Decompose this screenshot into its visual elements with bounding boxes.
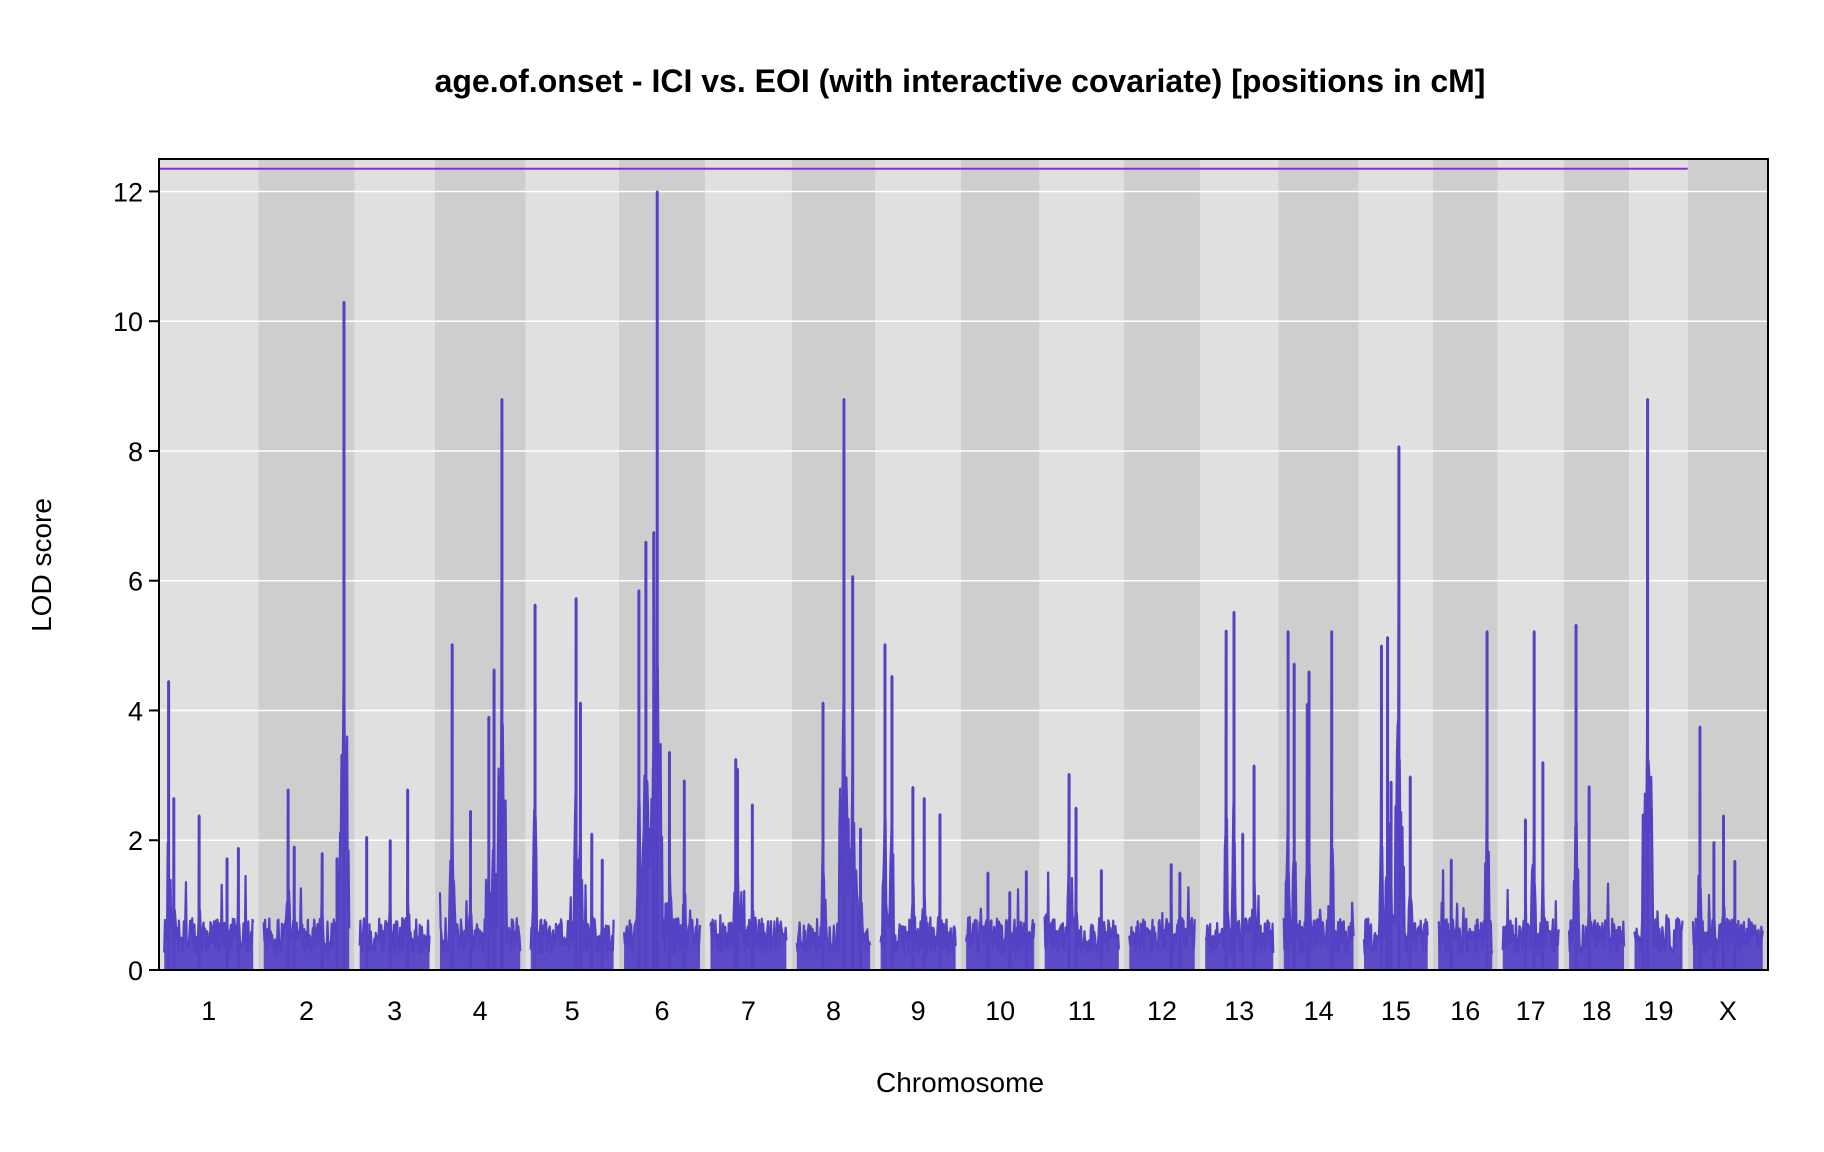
- chromosome-band-14: [1278, 159, 1359, 970]
- x-axis-label: Chromosome: [876, 1067, 1044, 1098]
- chromosome-bands: [159, 159, 1768, 970]
- lod-area-chr11: [1044, 774, 1119, 970]
- lod-trace-chr10: [965, 870, 1036, 955]
- x-tick-label-17: 17: [1516, 996, 1546, 1026]
- plot-frame: [158, 158, 1769, 971]
- x-axis: 1 2 3 4 5 6 7 8 9 10 11 12 13 14 15 16 17 18 19 X: [201, 996, 1737, 1026]
- chromosome-band-17: [1497, 159, 1564, 970]
- x-tick-label-5: 5: [565, 996, 580, 1026]
- chromosome-band-11: [1039, 159, 1125, 970]
- chromosome-band-5: [525, 159, 619, 970]
- lod-trace-chr19: [1633, 397, 1684, 955]
- chromosome-band-2: [258, 159, 355, 970]
- chromosome-band-19: [1629, 159, 1688, 970]
- x-tick-label-19: 19: [1643, 996, 1673, 1026]
- lod-trace-chr7: [709, 758, 788, 955]
- lod-trace-chr17: [1501, 630, 1560, 955]
- chromosome-band-1: [159, 159, 259, 970]
- x-tick-label-15: 15: [1381, 996, 1411, 1026]
- x-tick-label-12: 12: [1147, 996, 1177, 1026]
- x-tick-label-18: 18: [1582, 996, 1612, 1026]
- lod-trace-chr16: [1437, 630, 1494, 955]
- lod-trace-chr8: [795, 397, 872, 955]
- y-tick-label: 2: [128, 826, 143, 856]
- lod-trace-chrX: [1691, 725, 1764, 955]
- x-tick-label-1: 1: [201, 996, 216, 1026]
- lod-area-chr9: [880, 644, 956, 970]
- chromosome-band-10: [960, 159, 1040, 970]
- chromosome-band-13: [1199, 159, 1279, 970]
- chromosome-band-4: [434, 159, 526, 970]
- x-tick-label-X: X: [1719, 996, 1737, 1026]
- chromosome-band-7: [705, 159, 792, 970]
- chromosome-band-9: [875, 159, 961, 970]
- lod-area-chr2: [263, 301, 350, 970]
- x-tick-label-16: 16: [1450, 996, 1480, 1026]
- lod-trace-chr13: [1204, 610, 1275, 955]
- lod-area-chr12: [1129, 864, 1195, 970]
- y-tick-label: 10: [113, 307, 143, 337]
- lod-trace-chr5: [529, 597, 615, 955]
- y-tick-label: 8: [128, 437, 143, 467]
- x-tick-label-3: 3: [387, 996, 402, 1026]
- x-tick-label-6: 6: [655, 996, 670, 1026]
- chromosome-band-3: [354, 159, 435, 970]
- x-tick-label-14: 14: [1304, 996, 1334, 1026]
- y-tick-label: 12: [113, 177, 143, 207]
- lod-trace-chr11: [1043, 772, 1120, 955]
- x-tick-label-9: 9: [911, 996, 926, 1026]
- x-tick-label-10: 10: [985, 996, 1015, 1026]
- x-tick-label-2: 2: [299, 996, 314, 1026]
- x-tick-label-4: 4: [473, 996, 488, 1026]
- lod-traces: [163, 190, 1764, 970]
- lod-trace-chr12: [1128, 863, 1196, 954]
- y-tick-label: 6: [128, 567, 143, 597]
- y-tick-label: 4: [128, 696, 143, 726]
- x-tick-label-13: 13: [1224, 996, 1254, 1026]
- y-axis-label: LOD score: [26, 498, 57, 632]
- x-tick-label-11: 11: [1068, 996, 1096, 1026]
- lod-trace-chr3: [358, 788, 431, 955]
- y-tick-label: 0: [128, 956, 143, 986]
- y-axis: 0 2 4 6 8 10 12: [113, 177, 159, 986]
- x-tick-label-8: 8: [826, 996, 841, 1026]
- x-tick-label-7: 7: [741, 996, 756, 1026]
- chromosome-band-12: [1124, 159, 1200, 970]
- chromosome-band-8: [791, 159, 876, 970]
- chart-title: age.of.onset - ICI vs. EOI (with interac…: [435, 63, 1486, 99]
- lod-trace-chr15: [1362, 445, 1429, 955]
- chromosome-band-18: [1563, 159, 1630, 970]
